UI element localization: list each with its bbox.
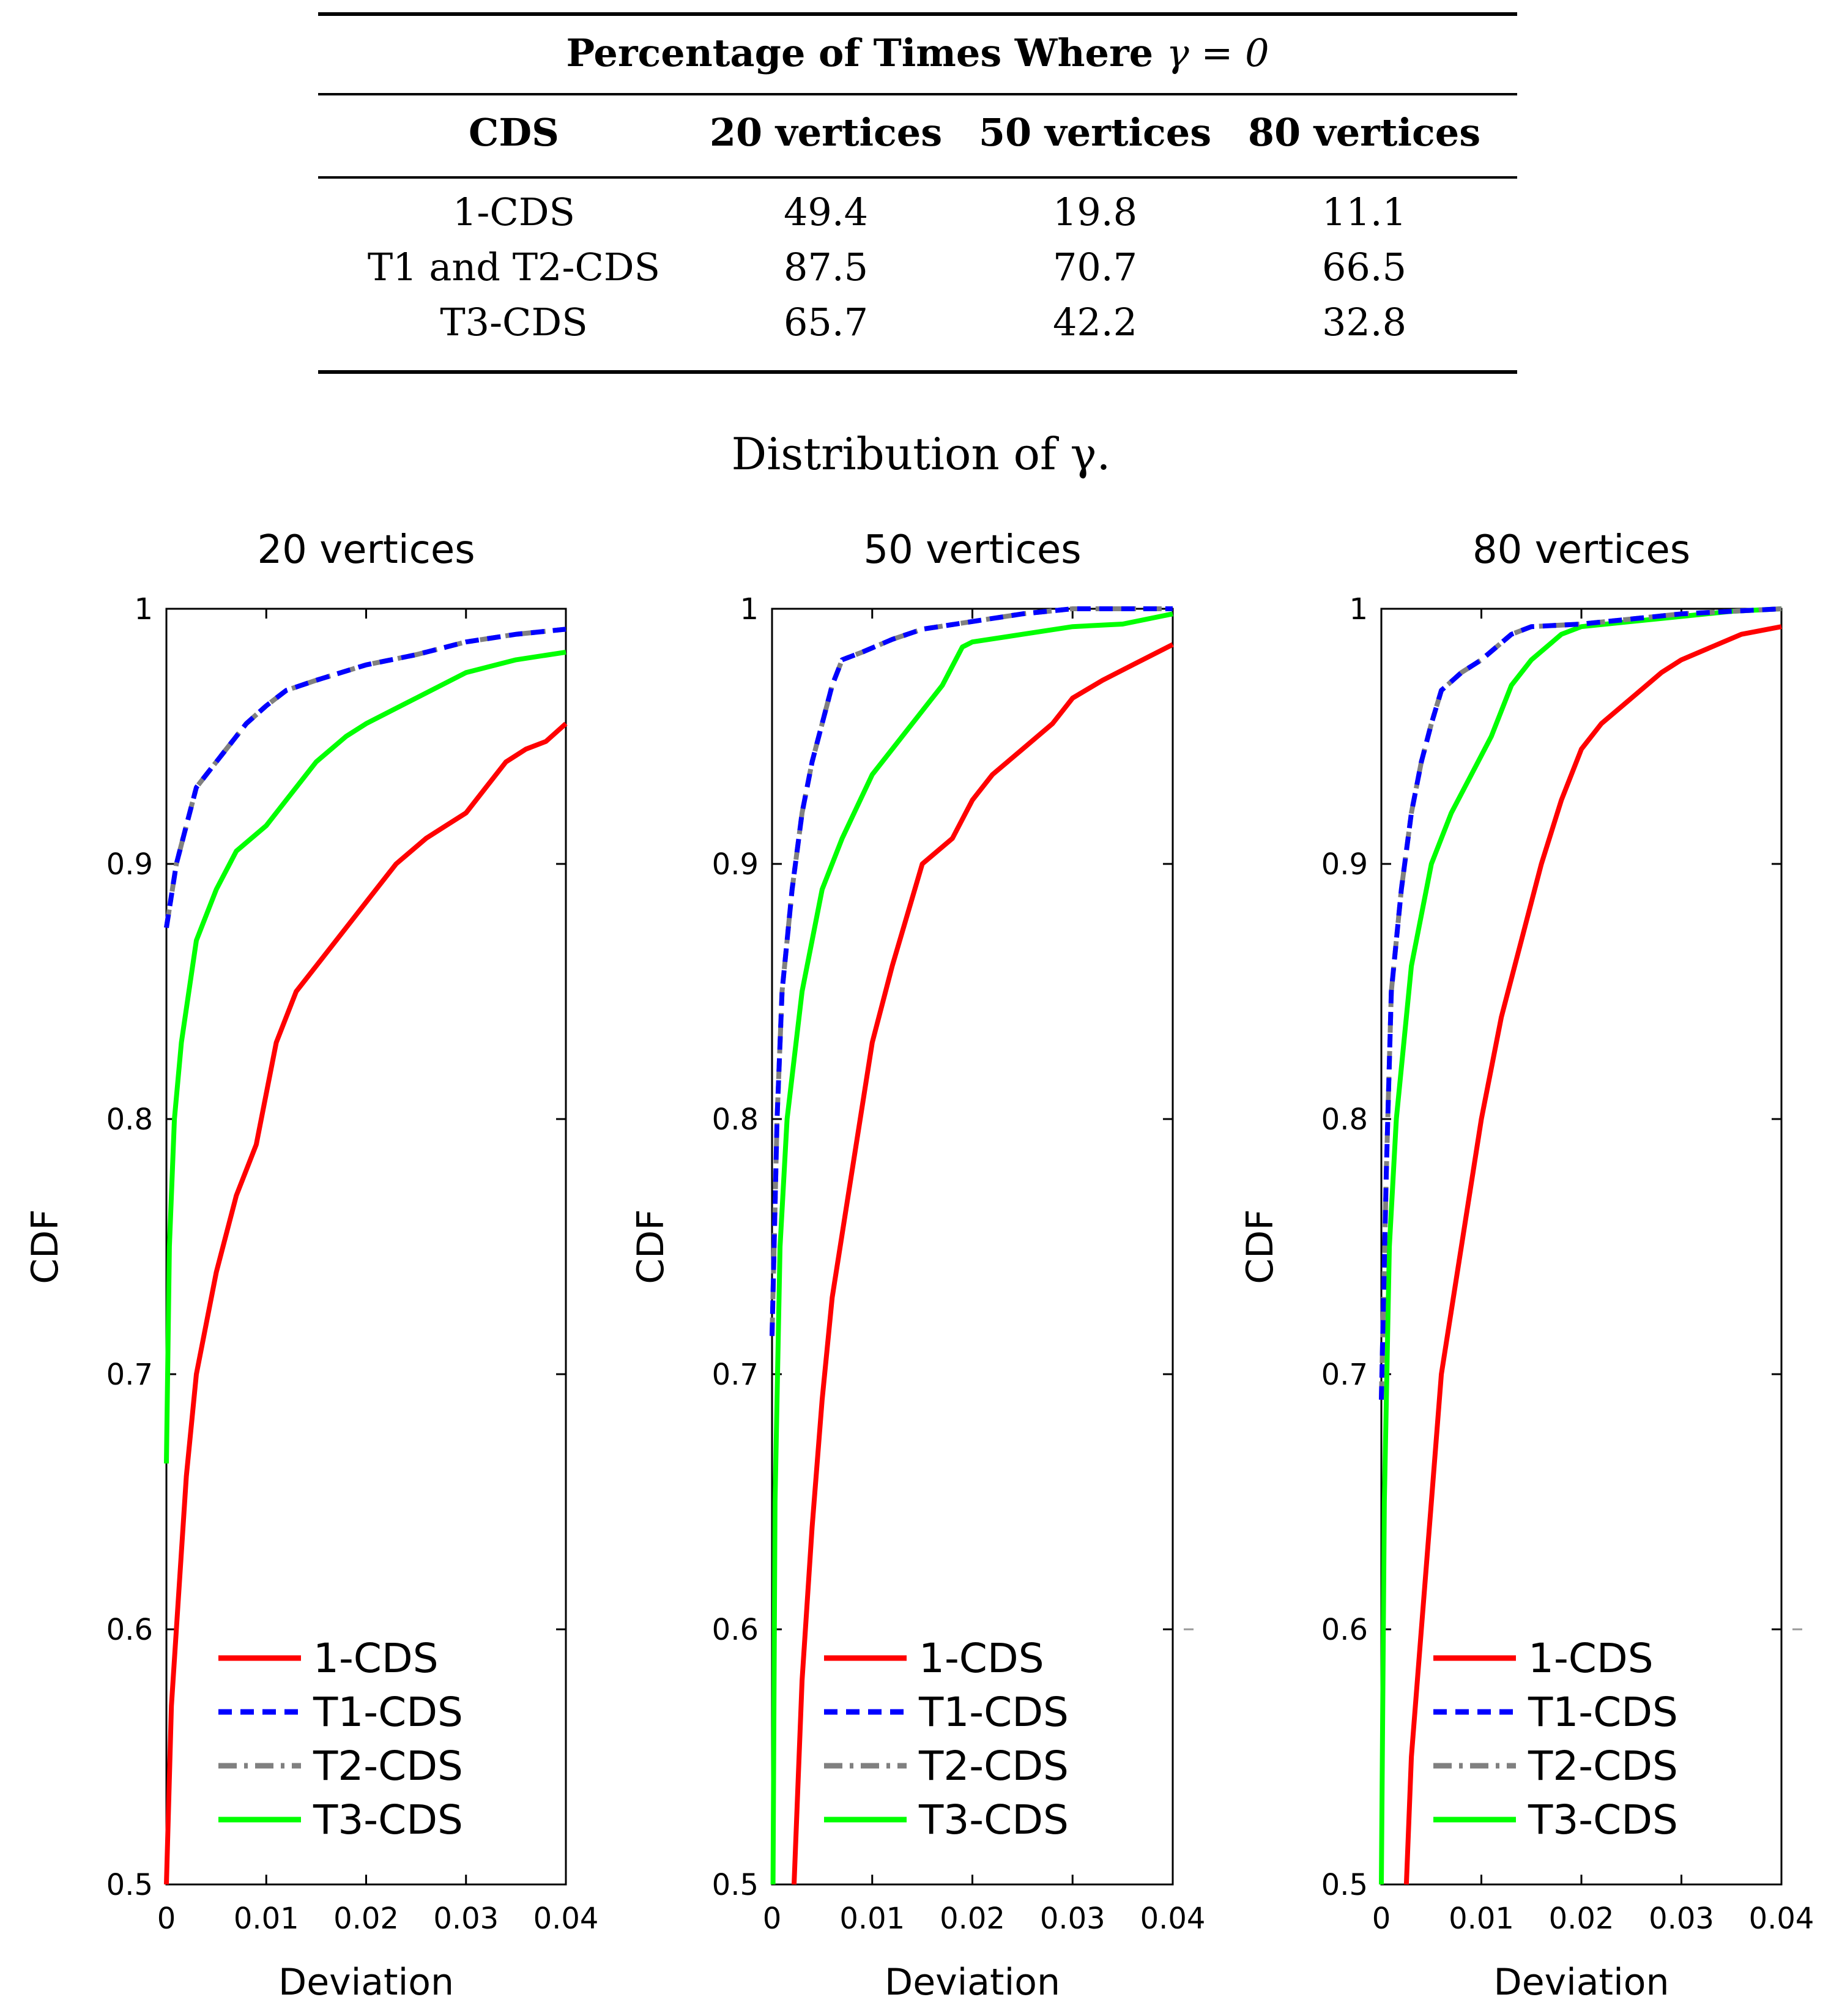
table-cell: 19.8 (1052, 190, 1138, 234)
y-tick-label: 0.8 (1321, 1103, 1368, 1137)
x-tick-label: 0.04 (533, 1902, 599, 1936)
y-tick-label: 0.7 (712, 1358, 759, 1392)
y-tick-label: 0.8 (106, 1103, 153, 1137)
table-header-rule (318, 176, 1517, 179)
chart-title: 20 vertices (257, 527, 475, 573)
table-cell: 70.7 (1052, 245, 1138, 289)
series-line-t3-cds (164, 649, 566, 1464)
series-line-1-cds (1403, 624, 1782, 1885)
y-tick-label: 0.6 (106, 1613, 153, 1647)
column-header-80: 80 vertices (1247, 110, 1481, 155)
table-cell: 42.2 (1052, 300, 1138, 344)
chart-panel-2: 50 vertices 0.5 0.6 0.7 0.8 0.9 1 0 0.01 0.02 0.03… (629, 527, 1205, 2004)
x-tick-label: 0 (157, 1902, 176, 1936)
x-tick-label: 0.01 (1449, 1902, 1514, 1936)
legend-label: T3-CDS (313, 1796, 463, 1843)
chart-panel-3: 80 vertices 0.5 0.6 0.7 0.8 0.9 1 0 0.01 0.02 0.03… (1239, 527, 1814, 2004)
x-axis-label: Deviation (1494, 1961, 1669, 2004)
series-line-t3-cds (1379, 606, 1782, 1885)
series-line-1-cds (792, 642, 1174, 1885)
table-row-label: 1-CDS (452, 190, 576, 234)
series-line-t1-cds (164, 627, 566, 928)
y-tick-label: 0.7 (1321, 1358, 1368, 1392)
x-axis-label: Deviation (278, 1961, 454, 2004)
y-tick-label: 0.7 (106, 1358, 153, 1392)
y-tick-label: 1 (1349, 592, 1368, 627)
y-tick-label: 1 (134, 592, 153, 627)
y-tick-label: 0.6 (1321, 1613, 1368, 1647)
y-axis-label: CDF (1239, 1209, 1282, 1284)
legend-label: T3-CDS (918, 1796, 1069, 1843)
chart-title: 80 vertices (1472, 527, 1690, 573)
legend-label: T1-CDS (313, 1689, 463, 1736)
table-cell: 66.5 (1321, 245, 1407, 289)
table-top-rule (318, 12, 1517, 16)
y-tick-label: 1 (740, 592, 759, 627)
figure-caption: Distribution of γ. (731, 428, 1111, 480)
table-title-math: γ = 0 (1166, 31, 1269, 75)
legend-label: 1-CDS (1528, 1635, 1654, 1682)
series-line-t2-cds (1379, 606, 1782, 1400)
legend-label: T3-CDS (1528, 1796, 1678, 1843)
column-header-cds: CDS (469, 110, 559, 155)
y-tick-label: 0.9 (106, 847, 153, 882)
series-line-1-cds (164, 721, 568, 1885)
y-tick-label: 0.9 (712, 847, 759, 882)
table-title: Percentage of Times Where γ = 0 (318, 31, 1517, 75)
column-header-20: 20 vertices (709, 110, 943, 155)
series-line-t2-cds (164, 627, 566, 928)
table-cell: 11.1 (1321, 190, 1407, 234)
x-tick-label: 0.04 (1749, 1902, 1814, 1936)
x-axis-label: Deviation (885, 1961, 1060, 2004)
x-tick-label: 0.01 (234, 1902, 299, 1936)
x-tick-label: 0 (1372, 1902, 1391, 1936)
x-tick-label: 0 (763, 1902, 782, 1936)
table-bottom-rule (318, 370, 1517, 374)
table-cell: 32.8 (1321, 300, 1407, 344)
legend-label: 1-CDS (919, 1635, 1044, 1682)
table-row-label: T1 and T2-CDS (367, 245, 661, 289)
series-line-t1-cds (770, 606, 1173, 1336)
table-mid-rule (318, 93, 1517, 95)
y-tick-label: 0.9 (1321, 847, 1368, 882)
x-tick-label: 0.03 (1649, 1902, 1714, 1936)
y-tick-label: 0.6 (712, 1613, 759, 1647)
table-row-label: T3-CDS (440, 300, 588, 344)
x-tick-label: 0.01 (839, 1902, 905, 1936)
series-line-t3-cds (770, 611, 1173, 1885)
x-tick-label: 0.03 (433, 1902, 499, 1936)
x-tick-label: 0.02 (940, 1902, 1005, 1936)
chart-title: 50 vertices (863, 527, 1081, 573)
x-tick-label: 0.04 (1140, 1902, 1206, 1936)
x-tick-label: 0.03 (1040, 1902, 1105, 1936)
series-line-t1-cds (1379, 606, 1782, 1400)
y-tick-label: 0.5 (1321, 1868, 1368, 1902)
legend-label: T2-CDS (313, 1743, 463, 1790)
y-tick-label: 0.5 (712, 1868, 759, 1902)
legend-label: 1-CDS (313, 1635, 439, 1682)
y-axis-label: CDF (24, 1209, 67, 1284)
x-tick-label: 0.02 (333, 1902, 399, 1936)
column-header-50: 50 vertices (978, 110, 1212, 155)
table-cell: 65.7 (783, 300, 869, 344)
legend-label: T2-CDS (918, 1743, 1069, 1790)
table-cell: 87.5 (783, 245, 869, 289)
y-tick-label: 0.5 (106, 1868, 153, 1902)
legend-label: T1-CDS (1528, 1689, 1678, 1736)
table-title-text: Percentage of Times Where (566, 31, 1154, 75)
x-tick-label: 0.02 (1549, 1902, 1614, 1936)
legend-label: T1-CDS (918, 1689, 1069, 1736)
series-line-t2-cds (770, 606, 1173, 1336)
y-axis-label: CDF (629, 1209, 672, 1284)
chart-panel-1: 20 vertices 0.5 0.6 0.7 0.8 0.9 1 0 0.01 0.02 0.03… (24, 527, 598, 2004)
y-tick-label: 0.8 (712, 1103, 759, 1137)
legend-label: T2-CDS (1528, 1743, 1678, 1790)
table-cell: 49.4 (783, 190, 869, 234)
